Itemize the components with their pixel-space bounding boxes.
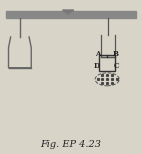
Text: C: C [113,62,119,70]
Text: D: D [93,62,99,70]
Text: A: A [95,50,100,58]
Text: Fig. EP 4.23: Fig. EP 4.23 [40,140,102,149]
Bar [6,11,136,18]
Polygon shape [62,10,74,14]
Text: B: B [113,50,119,58]
Bar [99,55,115,71]
